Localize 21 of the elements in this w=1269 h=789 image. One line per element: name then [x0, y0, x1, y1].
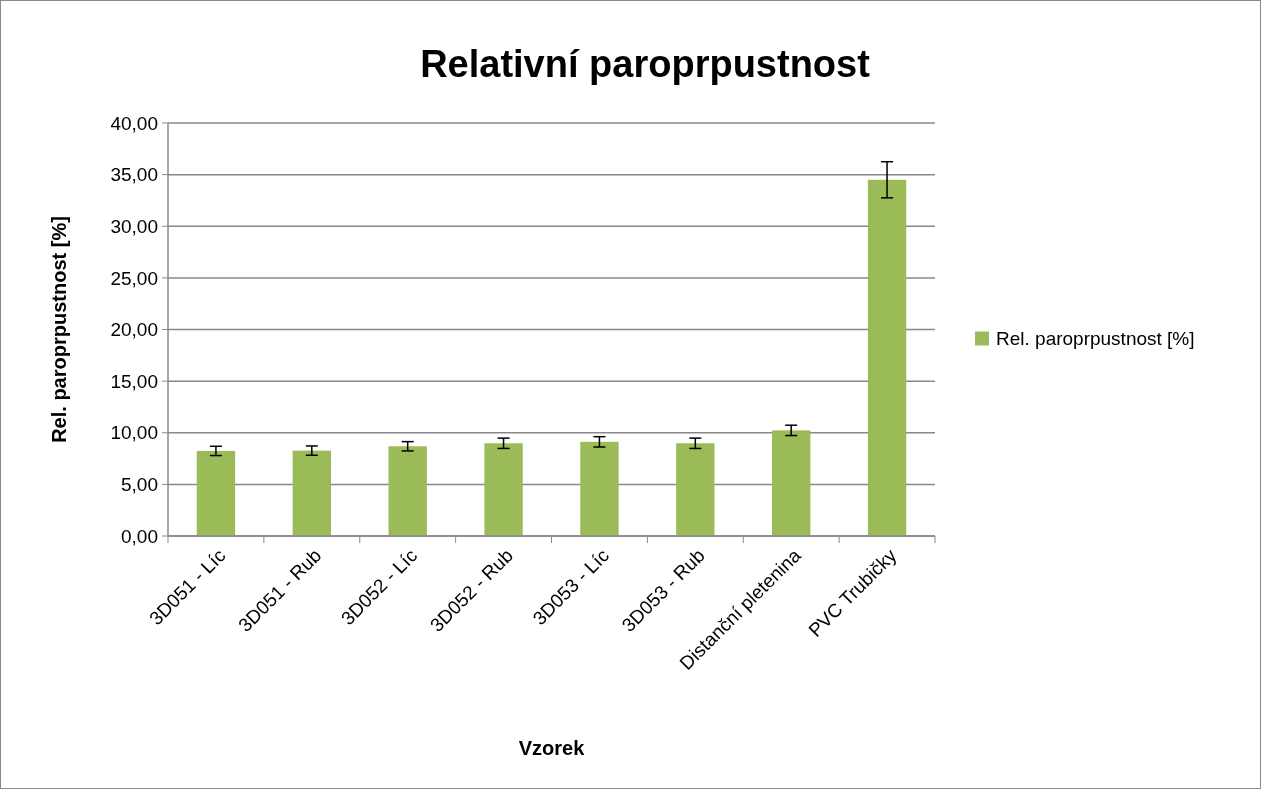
bar	[196, 450, 236, 536]
bar	[676, 443, 715, 536]
y-tick-label: 10,00	[110, 422, 158, 444]
y-axis-title: Rel. paroprpustnost [%]	[48, 216, 70, 443]
y-tick-label: 35,00	[110, 164, 158, 186]
legend-label: Rel. paroprpustnost [%]	[996, 328, 1195, 350]
bar	[580, 441, 619, 536]
y-tick-label: 30,00	[110, 215, 158, 237]
bar	[867, 179, 907, 536]
bar	[772, 430, 811, 536]
y-tick-label: 20,00	[110, 319, 158, 341]
y-tick-label: 15,00	[110, 370, 158, 392]
bar	[292, 450, 331, 536]
x-axis-title: Vzorek	[518, 737, 586, 759]
y-tick-label: 0,00	[121, 525, 158, 547]
bar	[484, 443, 523, 536]
chart-title: Relativní paroprpustnost	[420, 43, 871, 85]
y-tick-label: 25,00	[110, 267, 158, 289]
y-tick-label: 40,00	[110, 112, 158, 134]
y-tick-label: 5,00	[121, 474, 158, 496]
bar	[388, 446, 427, 536]
